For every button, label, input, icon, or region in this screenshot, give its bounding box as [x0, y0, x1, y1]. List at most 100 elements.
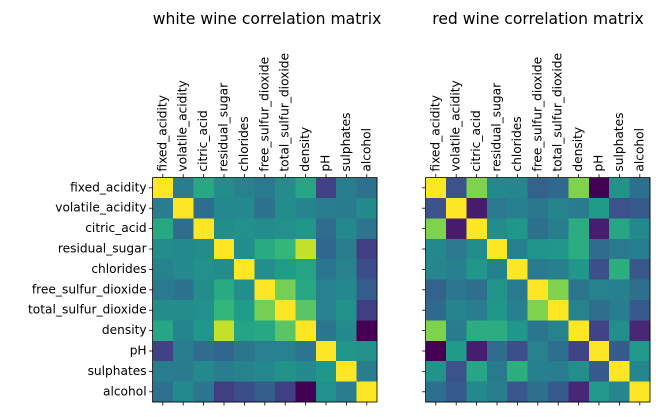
heatmap-cell	[173, 198, 194, 219]
heatmap-cell	[152, 340, 174, 362]
heatmap-cell	[548, 320, 569, 342]
heatmap-cell	[507, 218, 528, 240]
heatmap-cell	[295, 300, 317, 321]
y-tick-label: total_sulfur_dioxide	[28, 303, 147, 317]
heatmap-cell	[275, 238, 296, 260]
heatmap-cell	[275, 300, 296, 321]
heatmap-cell	[173, 300, 194, 321]
heatmap-cell	[336, 218, 357, 240]
heatmap-cell	[356, 340, 378, 362]
heatmap-cell	[356, 177, 378, 199]
heatmap-cell	[356, 238, 378, 260]
heatmap-cell	[315, 218, 337, 240]
x-tick-label: volatile_acidity	[449, 80, 463, 171]
heatmap-cell	[193, 320, 215, 342]
heatmap-cell	[629, 177, 651, 199]
heatmap-cell	[254, 279, 276, 301]
heatmap-cell	[193, 198, 215, 219]
x-tick-label: alcohol	[632, 128, 646, 172]
heatmap-cell	[446, 177, 467, 199]
heatmap-cell	[548, 381, 569, 403]
x-tick-label: density	[298, 127, 312, 172]
heatmap-cell	[548, 177, 569, 199]
heatmap-cell	[336, 279, 357, 301]
heatmap-cell	[315, 361, 337, 382]
heatmap-cell	[466, 320, 488, 342]
heatmap-cell	[213, 238, 235, 260]
x-tick-label: free_sulfur_dioxide	[257, 57, 271, 172]
heatmap-cell	[234, 218, 255, 240]
heatmap-cell	[527, 320, 549, 342]
x-tick-label: sulphates	[612, 113, 626, 172]
heatmap-cell	[507, 198, 528, 219]
heatmap-cell	[507, 340, 528, 362]
heatmap-cell	[234, 238, 255, 260]
heatmap-cell	[295, 320, 317, 342]
heatmap-cell	[425, 320, 447, 342]
heatmap-cell	[568, 381, 590, 403]
heatmap-cell	[568, 177, 590, 199]
heatmap-cell	[315, 259, 337, 280]
heatmap-cell	[336, 340, 357, 362]
heatmap-cell	[234, 320, 255, 342]
heatmap-cell	[588, 320, 610, 342]
heatmap-cell	[527, 218, 549, 240]
heatmap-cell	[446, 198, 467, 219]
heatmap-cell	[609, 279, 630, 301]
heatmap-cell	[527, 361, 549, 382]
heatmap-cell	[548, 279, 569, 301]
y-tick-label: sulphates	[88, 364, 147, 378]
heatmap-cell	[609, 340, 630, 362]
heatmap-cell	[425, 259, 447, 280]
heatmap-cell	[466, 381, 488, 403]
heatmap-cell	[336, 320, 357, 342]
heatmap-cell	[486, 198, 508, 219]
heatmap-cell	[295, 361, 317, 382]
heatmap-cell	[466, 218, 488, 240]
heatmap-cell	[193, 300, 215, 321]
heatmap-cell	[213, 361, 235, 382]
heatmap-cell	[315, 381, 337, 403]
x-tick-label: citric_acid	[196, 110, 210, 171]
heatmap-cell	[568, 340, 590, 362]
heatmap-cell	[588, 238, 610, 260]
heatmap-cell	[254, 361, 276, 382]
heatmap-cell	[446, 361, 467, 382]
heatmap-cell	[568, 198, 590, 219]
heatmap-cell	[234, 361, 255, 382]
heatmap-cell	[234, 259, 255, 280]
heatmap-cell	[315, 238, 337, 260]
heatmap-cell	[275, 218, 296, 240]
heatmap-cell	[234, 340, 255, 362]
heatmap-cell	[356, 381, 378, 403]
heatmap-cell	[295, 340, 317, 362]
heatmap-cell	[507, 177, 528, 199]
heatmap-cell	[336, 238, 357, 260]
heatmap-cell	[486, 340, 508, 362]
heatmap-cell	[152, 361, 174, 382]
heatmap-cell	[173, 340, 194, 362]
heatmap-cell	[527, 198, 549, 219]
heatmap-cell	[486, 361, 508, 382]
heatmap-cell	[193, 381, 215, 403]
heatmap-cell	[254, 300, 276, 321]
x-tick-label: fixed_acidity	[428, 95, 442, 172]
heatmap-cell	[193, 361, 215, 382]
heatmap-cell	[315, 177, 337, 199]
heatmap-cell	[466, 340, 488, 362]
heatmap-cell	[152, 279, 174, 301]
heatmap-cell	[629, 218, 651, 240]
heatmap-cell	[527, 279, 549, 301]
heatmap-cell	[466, 238, 488, 260]
heatmap-cell	[173, 259, 194, 280]
heatmap-cell	[466, 361, 488, 382]
heatmap-cell	[425, 300, 447, 321]
heatmap-cell	[234, 300, 255, 321]
white-wine-heatmap-panel: white wine correlation matrix fixed_acidi…	[28, 10, 381, 406]
y-tick-label: alcohol	[103, 384, 147, 398]
heatmap-cell	[173, 238, 194, 260]
heatmap-cell	[315, 198, 337, 219]
y-tick-label: volatile_acidity	[55, 201, 146, 215]
heatmap-cell	[315, 320, 337, 342]
heatmap-cell	[568, 259, 590, 280]
